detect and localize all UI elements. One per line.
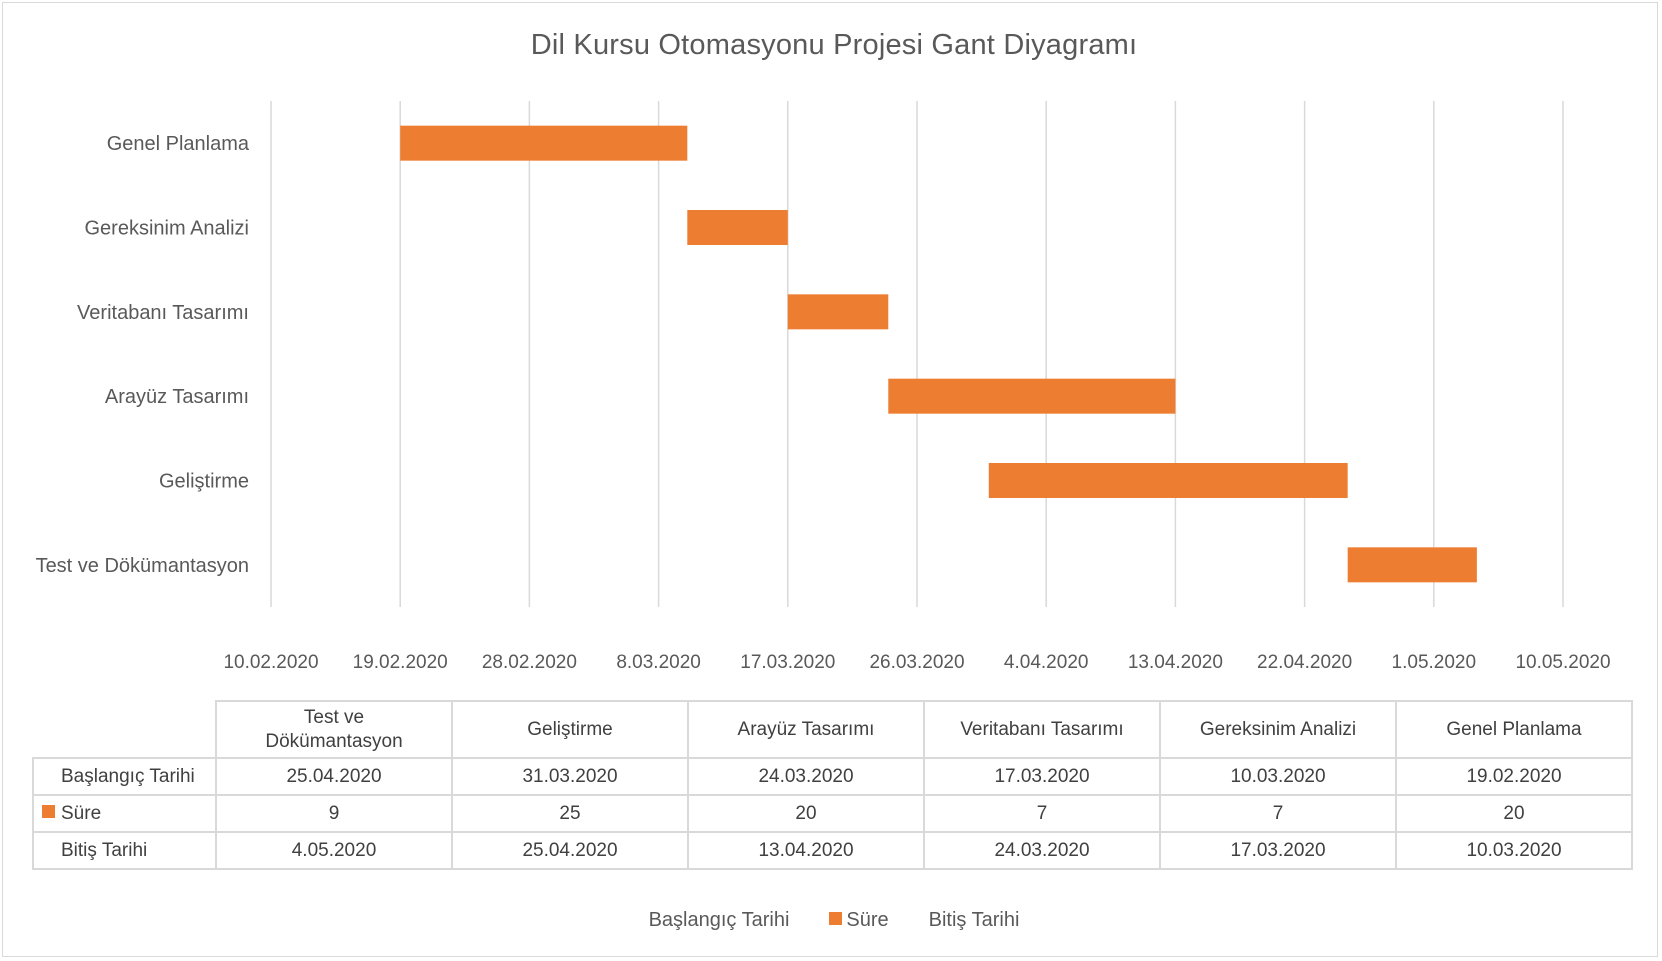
table-cell: 7 bbox=[923, 794, 1161, 833]
row-header-text: Süre bbox=[61, 802, 102, 824]
table-cell: 20 bbox=[687, 794, 925, 833]
x-tick-label: 4.04.2020 bbox=[1004, 652, 1089, 673]
row-header-text: Bitiş Tarihi bbox=[61, 839, 148, 861]
chart-legend: Başlangıç Tarihi Süre Bitiş Tarihi bbox=[3, 909, 1662, 932]
gantt-bar bbox=[400, 125, 688, 161]
x-tick-label: 10.02.2020 bbox=[223, 652, 318, 673]
category-label: Veritabanı Tasarımı bbox=[77, 302, 249, 324]
row-header-text: Başlangıç Tarihi bbox=[61, 765, 195, 787]
table-cell: 19.02.2020 bbox=[1395, 757, 1633, 796]
legend-item: Başlangıç Tarihi bbox=[649, 909, 790, 932]
column-header-text: Genel Planlama bbox=[1446, 718, 1582, 740]
table-row: Başlangıç Tarihi 25.04.2020 31.03.2020 24.0… bbox=[32, 757, 1633, 796]
table-corner bbox=[33, 701, 217, 759]
gantt-bar bbox=[888, 378, 1176, 414]
x-tick-label: 22.04.2020 bbox=[1257, 652, 1352, 673]
table-cell: 17.03.2020 bbox=[923, 757, 1161, 796]
table-cell: 31.03.2020 bbox=[451, 757, 689, 796]
table-cell: 9 bbox=[215, 794, 453, 833]
table-cell: 7 bbox=[1159, 794, 1397, 833]
legend-item: Süre bbox=[829, 909, 889, 932]
column-header-text: Gereksinim Analizi bbox=[1199, 718, 1357, 740]
table-cell: 4.05.2020 bbox=[215, 831, 453, 870]
column-header-text: Dökümantasyon bbox=[265, 730, 403, 752]
category-label: Test ve Dökümantasyon bbox=[36, 555, 249, 577]
category-label: Arayüz Tasarımı bbox=[105, 386, 249, 408]
data-table: Test ve Dökümantasyon Geliştirme Arayüz Tas… bbox=[32, 700, 1633, 870]
category-label: Gereksinim Analizi bbox=[84, 218, 249, 240]
table-column-header: Arayüz Tasarımı bbox=[687, 700, 925, 759]
column-header-text: Arayüz Tasarımı bbox=[737, 718, 875, 740]
table-cell: 25.04.2020 bbox=[451, 831, 689, 870]
legend-label: Başlangıç Tarihi bbox=[648, 909, 790, 931]
row-header: Bitiş Tarihi bbox=[32, 831, 217, 870]
table-row: Süre 9 25 20 7 7 20 bbox=[32, 794, 1633, 833]
category-label: Genel Planlama bbox=[107, 133, 250, 155]
legend-item: Bitiş Tarihi bbox=[929, 909, 1020, 932]
table-cell: 24.03.2020 bbox=[923, 831, 1161, 870]
chart-title: Dil Kursu Otomasyonu Projesi Gant Diyagr… bbox=[530, 29, 1138, 61]
x-tick-label: 8.03.2020 bbox=[616, 652, 701, 673]
table-cell: 10.03.2020 bbox=[1159, 757, 1397, 796]
table-cell: 10.03.2020 bbox=[1395, 831, 1633, 870]
gantt-bar bbox=[787, 294, 889, 330]
table-column-header: Geliştirme bbox=[451, 700, 689, 759]
category-label: Geliştirme bbox=[159, 471, 249, 493]
table-column-header: Veritabanı Tasarımı bbox=[923, 700, 1161, 759]
table-column-header: Gereksinim Analizi bbox=[1159, 700, 1397, 759]
legend-label: Süre bbox=[846, 909, 889, 931]
x-tick-label: 19.02.2020 bbox=[353, 652, 448, 673]
legend-key-empty bbox=[42, 769, 55, 782]
table-column-header: Genel Planlama bbox=[1395, 700, 1633, 759]
table-column-header: Test ve Dökümantasyon bbox=[215, 700, 453, 759]
gantt-bar bbox=[988, 463, 1348, 498]
table-cell: 24.03.2020 bbox=[687, 757, 925, 796]
table-cell: 13.04.2020 bbox=[687, 831, 925, 870]
table-row: Bitiş Tarihi 4.05.2020 25.04.2020 13.04.202… bbox=[32, 831, 1633, 870]
x-tick-label: 13.04.2020 bbox=[1128, 652, 1223, 673]
legend-swatch bbox=[829, 912, 843, 926]
row-header: Süre bbox=[32, 794, 217, 833]
gantt-bar bbox=[1347, 547, 1477, 583]
x-tick-label: 26.03.2020 bbox=[869, 652, 964, 673]
x-tick-label: 17.03.2020 bbox=[740, 652, 835, 673]
table-cell: 25 bbox=[451, 794, 689, 833]
column-header-text: Geliştirme bbox=[527, 718, 613, 740]
x-tick-label: 1.05.2020 bbox=[1392, 652, 1477, 673]
table-cell: 20 bbox=[1395, 794, 1633, 833]
table-cell: 25.04.2020 bbox=[215, 757, 453, 796]
x-tick-label: 28.02.2020 bbox=[482, 652, 577, 673]
gantt-bar bbox=[687, 210, 788, 245]
x-tick-label: 10.05.2020 bbox=[1515, 652, 1610, 673]
table-cell: 17.03.2020 bbox=[1159, 831, 1397, 870]
column-header-text: Veritabanı Tasarımı bbox=[960, 718, 1124, 740]
gantt-plot-area: 10.02.2020 19.02.2020 28.02.2020 8.03.2020 1… bbox=[36, 101, 1611, 673]
column-header-text: Test ve bbox=[303, 706, 365, 728]
legend-key-swatch bbox=[42, 804, 55, 818]
legend-label: Bitiş Tarihi bbox=[928, 909, 1020, 931]
legend-key-empty bbox=[42, 843, 55, 856]
row-header: Başlangıç Tarihi bbox=[32, 757, 217, 796]
